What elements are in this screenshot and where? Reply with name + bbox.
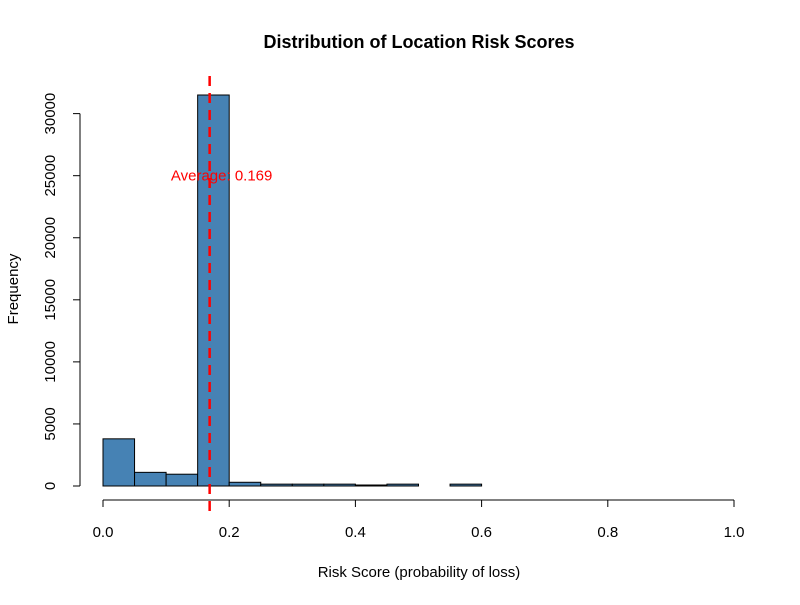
chart-title: Distribution of Location Risk Scores (263, 32, 574, 52)
histogram-bar (354, 484, 388, 487)
x-axis-label: Risk Score (probability of loss) (318, 564, 521, 581)
y-tick-label: 25000 (42, 155, 59, 197)
y-axis-label: Frequency (5, 253, 22, 324)
y-tick-label: 0 (42, 482, 59, 490)
x-tick-label: 0.8 (597, 524, 618, 541)
histogram-bar (134, 471, 167, 487)
x-tick-label: 0.2 (219, 524, 240, 541)
histogram-bar (228, 481, 262, 487)
x-tick-label: 0.0 (93, 524, 114, 541)
histogram-bar (323, 483, 356, 487)
x-tick-label: 1.0 (724, 524, 745, 541)
bars-layer (102, 94, 483, 487)
histogram-bar (291, 483, 325, 487)
histogram-bar (165, 473, 199, 487)
histogram-bar (449, 483, 483, 487)
histogram-bar (386, 483, 420, 487)
y-tick-label: 15000 (42, 279, 59, 321)
y-tick-label: 10000 (42, 341, 59, 383)
y-tick-label: 5000 (42, 407, 59, 440)
mean-annotation: Average: 0.169 (171, 76, 272, 515)
y-tick-label: 30000 (42, 93, 59, 135)
y-axis: 0 5000 10000 15000 20000 25000 30000 (42, 93, 81, 490)
x-axis: 0.0 0.2 0.4 0.6 0.8 1.0 (93, 499, 745, 541)
x-tick-label: 0.4 (345, 524, 366, 541)
histogram-bar (102, 438, 136, 487)
histogram-bar (260, 483, 293, 487)
x-tick-label: 0.6 (471, 524, 492, 541)
mean-label: Average: 0.169 (171, 168, 272, 185)
y-tick-label: 20000 (42, 217, 59, 259)
histogram-bar (197, 94, 230, 487)
